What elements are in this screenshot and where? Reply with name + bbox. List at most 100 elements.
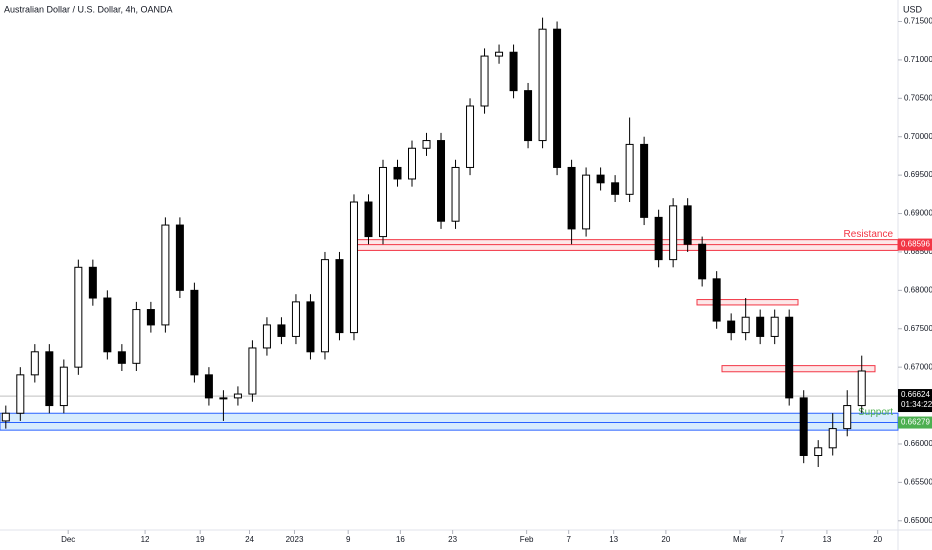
y-tick-label: 0.65000 [904,516,932,525]
candle-body [74,266,83,368]
x-tick-label: 19 [196,535,205,544]
candle-body [524,90,533,142]
candle-body [466,105,475,168]
candle-body [132,309,141,364]
x-tick-label: 20 [661,535,670,544]
zone [721,365,876,373]
candle-body [306,301,315,353]
candle-body [349,201,358,334]
candle-body [117,351,126,364]
candle-body [320,259,329,353]
y-tick-label: 0.70500 [904,93,932,102]
zone [696,299,799,306]
y-tick-label: 0.71500 [904,17,932,26]
price-tag [898,238,932,251]
candle-body [727,320,736,334]
x-tick-label: Feb [520,535,534,544]
y-tick-label: 0.68500 [904,247,932,256]
candle-body [16,374,25,414]
candle-body [204,374,213,399]
currency-label: USD [903,4,923,14]
candle-body [437,140,446,222]
candle-body [756,316,765,337]
candle-body [233,393,242,399]
candle-body [335,259,344,334]
candle-body [814,447,823,456]
y-tick-label: 0.67500 [904,324,932,333]
zone-name: Resistance [844,229,894,240]
y-tick-label: 0.70000 [904,132,932,141]
x-tick-label: 12 [141,535,150,544]
candle-body [625,143,634,195]
candle-body [277,324,286,337]
candle-body [422,140,431,149]
candle-body [857,370,866,407]
price-tag-label: 0.68596 [901,240,930,249]
candle-body [175,224,184,291]
x-tick-label: 2023 [286,535,304,544]
candle-body [1,412,10,422]
y-tick-label: 0.68000 [904,285,932,294]
x-tick-label: 13 [609,535,618,544]
x-tick-label: 7 [780,535,785,544]
candle-body [698,243,707,280]
candle-body [393,166,402,180]
price-tag [898,416,932,429]
x-tick-label: 16 [396,535,405,544]
y-tick-label: 0.67000 [904,362,932,371]
last-price-label: 0.66624 [901,390,930,399]
candle-body [785,316,794,399]
candle-body [640,143,649,218]
y-tick-label: 0.66000 [904,439,932,448]
x-tick-label: 13 [822,535,831,544]
candle-body [538,28,547,142]
x-tick-label: Mar [733,535,747,544]
x-tick-label: 7 [566,535,571,544]
last-price-tag [898,389,932,413]
candle-body [495,51,504,57]
candle-body [669,205,678,261]
candle-body [378,166,387,238]
candle-body [146,309,155,326]
candle-body [654,216,663,261]
candle-body [408,147,417,180]
candle-body [741,316,750,334]
candle-body [262,324,271,349]
candle-body [451,166,460,222]
candle-body [59,366,68,407]
candle-body [45,351,54,407]
candle-body [248,347,257,395]
x-tick-label: 20 [873,535,882,544]
y-tick-label: 0.71000 [904,55,932,64]
candle-body [190,289,199,376]
candle-body [843,405,852,430]
x-tick-label: 24 [245,535,254,544]
candle-body [291,301,300,337]
candle-body [712,278,721,322]
candle-body [799,397,808,456]
candle-body [683,205,692,245]
y-tick-label: 0.65500 [904,477,932,486]
candle-body [88,266,97,299]
zone [0,412,899,431]
candle-body [30,351,39,376]
y-tick-label: 0.69500 [904,170,932,179]
y-tick-label: 0.69000 [904,209,932,218]
zone-name: Support [858,407,893,418]
chart-title: Australian Dollar / U.S. Dollar, 4h, OAN… [4,4,173,14]
candle-body [103,297,112,353]
candle-body [480,55,489,107]
candle-body [828,428,837,449]
countdown: 01:34:22 [901,400,932,409]
candle-body [553,28,562,168]
candle-body [611,182,620,195]
candle-body [582,174,591,230]
candle-body [364,201,373,238]
x-tick-label: 9 [346,535,351,544]
candle-body [596,174,605,184]
candle-body [509,51,518,92]
candle-body [567,166,576,230]
candle-body [219,397,228,400]
